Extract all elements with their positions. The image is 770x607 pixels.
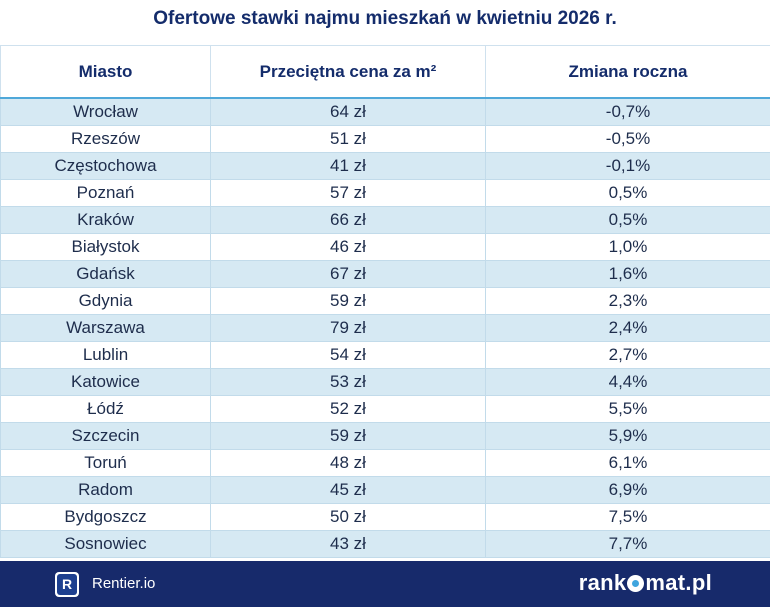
- rentier-logo-letter: R: [57, 574, 77, 595]
- cell-city: Białystok: [0, 233, 211, 261]
- cell-change: -0,1%: [485, 152, 770, 180]
- cell-price: 59 zł: [210, 287, 486, 315]
- cell-city: Kraków: [0, 206, 211, 234]
- header-price: Przeciętna cena za m²: [210, 45, 486, 99]
- cell-city: Katowice: [0, 368, 211, 396]
- cell-price: 66 zł: [210, 206, 486, 234]
- table-row: Katowice 53 zł 4,4%: [0, 368, 770, 396]
- cell-price: 51 zł: [210, 125, 486, 153]
- cell-price: 52 zł: [210, 395, 486, 423]
- cell-city: Gdynia: [0, 287, 211, 315]
- rentier-logo-icon: R: [55, 572, 79, 597]
- cell-price: 79 zł: [210, 314, 486, 342]
- cell-change: 2,3%: [485, 287, 770, 315]
- cell-price: 48 zł: [210, 449, 486, 477]
- cell-change: 0,5%: [485, 179, 770, 207]
- table-row: Gdańsk 67 zł 1,6%: [0, 260, 770, 288]
- table-row: Łódź 52 zł 5,5%: [0, 395, 770, 423]
- table-row: Warszawa 79 zł 2,4%: [0, 314, 770, 342]
- table-row: Radom 45 zł 6,9%: [0, 476, 770, 504]
- cell-change: 6,1%: [485, 449, 770, 477]
- header-change: Zmiana roczna: [485, 45, 770, 99]
- cell-price: 57 zł: [210, 179, 486, 207]
- footer-bar: R Rentier.io rank mat.pl: [0, 561, 770, 607]
- cell-price: 59 zł: [210, 422, 486, 450]
- cell-price: 53 zł: [210, 368, 486, 396]
- table-row: Białystok 46 zł 1,0%: [0, 233, 770, 261]
- cell-change: 0,5%: [485, 206, 770, 234]
- table-row: Poznań 57 zł 0,5%: [0, 179, 770, 207]
- cell-price: 67 zł: [210, 260, 486, 288]
- table-body: Wrocław 64 zł -0,7% Rzeszów 51 zł -0,5% Często…: [0, 98, 770, 558]
- cell-change: 7,7%: [485, 530, 770, 558]
- rankomat-text-end: mat.pl: [645, 570, 712, 595]
- table-row: Szczecin 59 zł 5,9%: [0, 422, 770, 450]
- cell-city: Sosnowiec: [0, 530, 211, 558]
- table-row: Sosnowiec 43 zł 7,7%: [0, 530, 770, 558]
- cell-price: 41 zł: [210, 152, 486, 180]
- table-row: Wrocław 64 zł -0,7%: [0, 98, 770, 126]
- cell-city: Rzeszów: [0, 125, 211, 153]
- table-row: Rzeszów 51 zł -0,5%: [0, 125, 770, 153]
- cell-change: -0,5%: [485, 125, 770, 153]
- cell-price: 50 zł: [210, 503, 486, 531]
- cell-city: Radom: [0, 476, 211, 504]
- page-title: Ofertowe stawki najmu mieszkań w kwietni…: [153, 8, 617, 29]
- header-city: Miasto: [0, 45, 211, 99]
- cell-price: 54 zł: [210, 341, 486, 369]
- cell-change: 1,6%: [485, 260, 770, 288]
- cell-city: Toruń: [0, 449, 211, 477]
- cell-city: Szczecin: [0, 422, 211, 450]
- rentier-brand-text: Rentier.io: [92, 575, 156, 592]
- table-row: Bydgoszcz 50 zł 7,5%: [0, 503, 770, 531]
- rankomat-o-icon: [627, 575, 645, 592]
- cell-change: 1,0%: [485, 233, 770, 261]
- rankomat-logo: rank mat.pl: [579, 570, 712, 596]
- rankomat-text-start: rank: [578, 570, 627, 595]
- table-header-row: Miasto Przeciętna cena za m² Zmiana rocz…: [0, 45, 770, 99]
- cell-change: 2,7%: [485, 341, 770, 369]
- cell-city: Częstochowa: [0, 152, 211, 180]
- cell-city: Łódź: [0, 395, 211, 423]
- rent-table: Miasto Przeciętna cena za m² Zmiana rocz…: [0, 45, 770, 558]
- table-row: Toruń 48 zł 6,1%: [0, 449, 770, 477]
- table-row: Lublin 54 zł 2,7%: [0, 341, 770, 369]
- table-row: Częstochowa 41 zł -0,1%: [0, 152, 770, 180]
- cell-change: 2,4%: [485, 314, 770, 342]
- cell-change: -0,7%: [485, 98, 770, 126]
- cell-change: 5,5%: [485, 395, 770, 423]
- cell-city: Lublin: [0, 341, 211, 369]
- cell-city: Wrocław: [0, 98, 211, 126]
- rent-table-container: Miasto Przeciętna cena za m² Zmiana rocz…: [0, 45, 770, 558]
- cell-price: 46 zł: [210, 233, 486, 261]
- cell-city: Bydgoszcz: [0, 503, 211, 531]
- cell-change: 4,4%: [485, 368, 770, 396]
- cell-change: 7,5%: [485, 503, 770, 531]
- table-row: Gdynia 59 zł 2,3%: [0, 287, 770, 315]
- cell-change: 5,9%: [485, 422, 770, 450]
- cell-city: Gdańsk: [0, 260, 211, 288]
- cell-price: 43 zł: [210, 530, 486, 558]
- cell-price: 45 zł: [210, 476, 486, 504]
- table-row: Kraków 66 zł 0,5%: [0, 206, 770, 234]
- cell-city: Poznań: [0, 179, 211, 207]
- cell-price: 64 zł: [210, 98, 486, 126]
- cell-city: Warszawa: [0, 314, 211, 342]
- cell-change: 6,9%: [485, 476, 770, 504]
